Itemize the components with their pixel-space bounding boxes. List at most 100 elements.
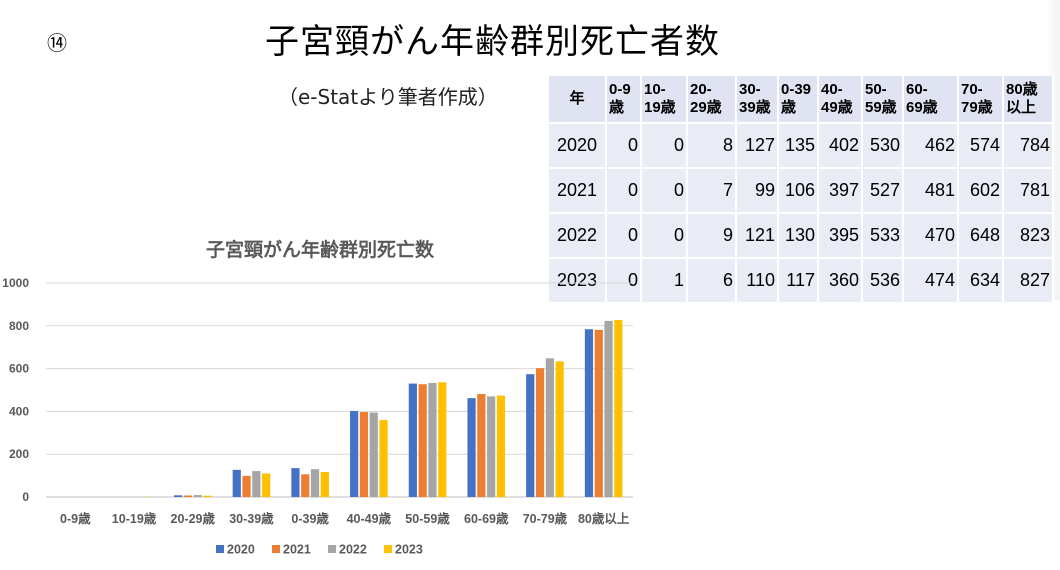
table-cell: 481 [903, 168, 958, 213]
table-cell: 574 [958, 123, 1003, 168]
table-header-cell: 10-19歳 [641, 76, 687, 123]
bar-2020 [526, 374, 534, 497]
legend-label: 2022 [339, 543, 367, 557]
legend-label: 2023 [395, 543, 423, 557]
bar-2023 [614, 320, 622, 497]
bar-2022 [194, 495, 202, 497]
bar-2022 [604, 321, 612, 497]
x-tick-label: 0-39歳 [291, 511, 329, 526]
table-header-cell: 60-69歳 [903, 76, 958, 123]
bar-2023 [438, 382, 446, 497]
bar-2023 [262, 473, 270, 497]
table-cell: 130 [778, 213, 818, 258]
y-tick-label: 800 [9, 319, 29, 333]
table-header-cell: 20-29歳 [687, 76, 736, 123]
bar-2021 [536, 368, 544, 497]
table-cell: 110 [736, 258, 778, 303]
table-cell: 0 [641, 123, 687, 168]
bar-2023 [203, 496, 211, 497]
table-cell: 135 [778, 123, 818, 168]
table-header-cell: 30-39歳 [736, 76, 778, 123]
table-cell: 470 [903, 213, 958, 258]
bar-2021 [477, 394, 485, 497]
table-cell: 823 [1003, 213, 1053, 258]
bar-2021 [419, 384, 427, 497]
table-cell: 781 [1003, 168, 1053, 213]
table-header-cell: 40-49歳 [818, 76, 862, 123]
bar-2023 [379, 420, 387, 497]
table-cell: 6 [687, 258, 736, 303]
x-tick-label: 10-19歳 [112, 511, 157, 526]
bar-2022 [252, 471, 260, 497]
bar-2023 [556, 361, 564, 497]
table-header-cell: 70-79歳 [958, 76, 1003, 123]
table-cell: 0 [641, 168, 687, 213]
legend-swatch-2023 [384, 545, 392, 553]
table-cell: 127 [736, 123, 778, 168]
table-cell: 827 [1003, 258, 1053, 303]
table-cell: 0 [606, 168, 641, 213]
table-cell: 462 [903, 123, 958, 168]
table-header-year: 年 [549, 76, 606, 123]
legend-label: 2021 [283, 543, 311, 557]
y-tick-label: 1000 [2, 276, 29, 290]
table-cell: 99 [736, 168, 778, 213]
x-tick-label: 30-39歳 [229, 511, 274, 526]
legend-swatch-2020 [216, 545, 224, 553]
bar-2020 [174, 495, 182, 497]
x-tick-label: 80歳以上 [578, 511, 630, 526]
bar-2020 [409, 384, 417, 497]
table-cell: 530 [862, 123, 903, 168]
table-cell: 360 [818, 258, 862, 303]
x-tick-label: 70-79歳 [523, 511, 568, 526]
bar-2020 [467, 398, 475, 497]
table-cell: 9 [687, 213, 736, 258]
y-tick-label: 0 [22, 490, 29, 504]
table-cell: 121 [736, 213, 778, 258]
table-cell: 0 [606, 123, 641, 168]
bar-2020 [585, 329, 593, 497]
bar-2022 [370, 412, 378, 497]
source-note: （e-Statより筆者作成） [278, 83, 498, 111]
legend-swatch-2022 [328, 545, 336, 553]
table-cell: 7 [687, 168, 736, 213]
bar-2022 [487, 396, 495, 497]
x-tick-label: 20-29歳 [171, 511, 216, 526]
slide-title: 子宮頸がん年齢群別死亡者数 [265, 20, 720, 64]
bar-2020 [350, 411, 358, 497]
bar-2021 [242, 476, 250, 497]
x-tick-label: 0-9歳 [60, 511, 91, 526]
table-cell: 117 [778, 258, 818, 303]
table-cell: 527 [862, 168, 903, 213]
table-cell: 395 [818, 213, 862, 258]
table-cell: 8 [687, 123, 736, 168]
table-cell: 784 [1003, 123, 1053, 168]
x-tick-label: 50-59歳 [405, 511, 450, 526]
bar-2023 [497, 396, 505, 497]
bar-2020 [291, 468, 299, 497]
bar-2022 [546, 358, 554, 497]
slide-number: ⑭ [47, 30, 67, 56]
bar-2021 [184, 496, 192, 497]
table-cell-year: 2021 [549, 168, 606, 213]
table-cell: 0 [641, 213, 687, 258]
table-cell: 648 [958, 213, 1003, 258]
table-cell: 634 [958, 258, 1003, 303]
table-header-cell: 50-59歳 [862, 76, 903, 123]
chart-title: 子宮頸がん年齢群別死亡数 [0, 235, 640, 262]
y-tick-label: 200 [9, 447, 29, 461]
bar-2022 [428, 383, 436, 497]
x-tick-label: 40-49歳 [347, 511, 392, 526]
table-cell: 536 [862, 258, 903, 303]
legend-label: 2020 [227, 543, 255, 557]
bar-2022 [311, 469, 319, 497]
table-cell: 1 [641, 258, 687, 303]
bar-2020 [233, 470, 241, 497]
